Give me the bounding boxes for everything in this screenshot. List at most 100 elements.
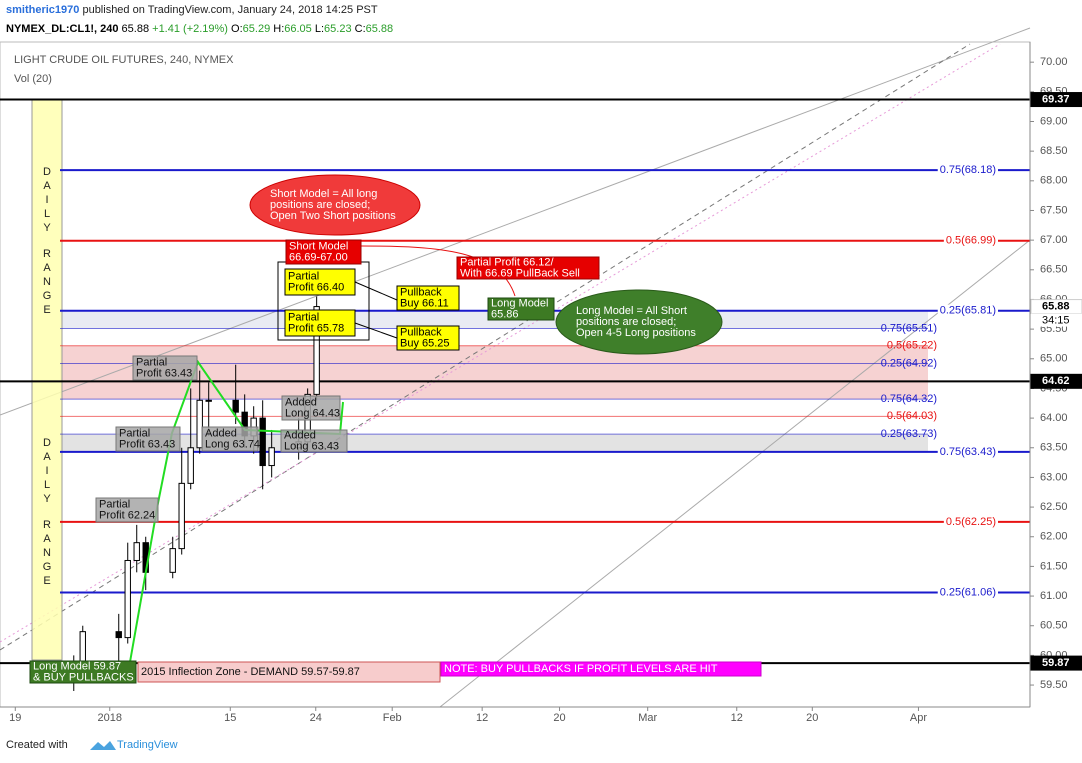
y-tick-label: 62.50: [1040, 501, 1068, 513]
annotation: Partial Profit 63.43: [136, 356, 192, 379]
label-bg: [943, 234, 998, 247]
annotation: NOTE: BUY PULLBACKS IF PROFIT LEVELS ARE…: [444, 663, 718, 675]
annotation-line: positions are closed;: [576, 316, 676, 328]
range-letter: E: [43, 304, 50, 316]
fib-level-label: 0.75(68.18): [940, 164, 996, 176]
annotation-line: Partial: [99, 498, 130, 510]
annotation-shape: [284, 309, 356, 337]
annotation-line: Profit 63.43: [136, 367, 192, 379]
y-tick-label: 60.50: [1040, 620, 1068, 632]
x-tick-label: 12: [731, 712, 743, 724]
candle-body: [124, 559, 131, 639]
y-tick-label: 63.00: [1040, 471, 1068, 483]
chart-subtitle: Vol (20): [14, 73, 52, 85]
annotation-line: Partial: [136, 356, 167, 368]
candle-body: [133, 542, 140, 561]
range-letter: Y: [43, 222, 51, 234]
annotation-shape: [95, 497, 159, 523]
range-letter: L: [44, 479, 50, 491]
range-letter: I: [45, 194, 48, 206]
fib-level-label: 0.5(62.25): [946, 516, 996, 528]
annotation-shape: [396, 325, 460, 351]
range-letter: R: [43, 248, 51, 260]
annotation-line: 2015 Inflection Zone - DEMAND 59.57-59.8…: [141, 666, 360, 678]
annotation-line: Added: [285, 396, 317, 408]
ohlc-value: 65.88: [366, 23, 394, 35]
ohlc-label: H:: [273, 23, 284, 35]
annotation-line: Pullback: [400, 326, 442, 338]
y-tick-label: 61.00: [1040, 590, 1068, 602]
annotation: Long Model = All Short positions are clos…: [576, 305, 696, 339]
symbol-line: NYMEX_DL:CL1!, 240 65.88 +1.41 (+2.19%) …: [6, 23, 393, 35]
label-bg: [937, 164, 998, 177]
ohlc-label: C:: [355, 23, 366, 35]
candle-body: [196, 399, 203, 449]
annotation: Partial Profit 62.24: [99, 498, 155, 521]
range-letter: A: [43, 451, 51, 463]
fib-level-label: 0.25(63.73): [881, 428, 937, 440]
annotation-line: Open 4-5 Long positions: [576, 327, 696, 339]
x-tick-label: 15: [224, 712, 236, 724]
candle-body: [178, 482, 185, 550]
range-letter: I: [45, 465, 48, 477]
range-letter: G: [43, 561, 52, 573]
y-tick-label: 68.50: [1040, 145, 1068, 157]
annotation: Long Model 59.87 & BUY PULLBACKS: [33, 660, 134, 683]
annotation-shape: [396, 285, 460, 311]
range-letter: E: [43, 575, 50, 587]
annotation-line: & BUY PULLBACKS: [33, 671, 134, 683]
x-tick-label: 19: [9, 712, 21, 724]
brand-logo: [90, 741, 116, 750]
y-tick-label: 68.00: [1040, 175, 1068, 187]
channel-line: [439, 239, 1031, 708]
range-letter: A: [43, 180, 51, 192]
symbol: NYMEX_DL:CL1!, 240: [6, 23, 118, 35]
annotation-shape: [115, 426, 181, 452]
candle-body: [259, 417, 266, 467]
candle-body: [268, 447, 275, 467]
arrow: [360, 245, 516, 297]
range-letter: A: [43, 533, 51, 545]
fib-level-label: 0.25(61.06): [940, 586, 996, 598]
annotation-shape: [555, 289, 723, 355]
x-tick-label: 20: [806, 712, 818, 724]
annotation-shape: [201, 426, 259, 452]
annotation-line: Buy 66.11: [400, 297, 449, 309]
label-bg: [937, 445, 998, 458]
annotation: Added Long 64.43: [285, 396, 340, 419]
annotation-line: Long Model = All Short: [576, 305, 687, 317]
annotation-line: Long 63.43: [284, 440, 339, 452]
range-letter: L: [44, 208, 50, 220]
annotation-shape: [137, 661, 441, 683]
range-letter: D: [43, 437, 51, 449]
ohlc-label: L:: [315, 23, 324, 35]
annotation-line: With 66.69 PullBack Sell: [460, 267, 580, 279]
annotation-line: Pullback: [400, 286, 442, 298]
countdown: 34:15: [1042, 314, 1070, 326]
annotation-shape: [29, 660, 137, 684]
x-tick-label: 24: [310, 712, 322, 724]
annotation-line: positions are closed;: [270, 199, 370, 211]
y-tick-label: 63.50: [1040, 442, 1068, 454]
annotation-shape: [280, 429, 348, 453]
range-letter: A: [43, 262, 51, 274]
annotation-line: Long Model: [491, 297, 549, 309]
last-price: 65.88: [122, 23, 150, 35]
x-tick-label: Apr: [910, 712, 927, 724]
annotation-line: Open Two Short positions: [270, 210, 396, 222]
candle-body: [313, 306, 320, 395]
x-tick-label: 2018: [98, 712, 122, 724]
header-line: smitheric1970 published on TradingView.c…: [6, 4, 378, 16]
annotation-line: Long 63.74: [205, 438, 260, 450]
label-bg: [943, 515, 998, 528]
fib-level-label: 0.75(65.51): [881, 322, 937, 334]
annotation-line: Buy 65.25: [400, 337, 450, 349]
annotation: Partial Profit 65.78: [288, 311, 344, 334]
footer-brand: TradingView: [117, 739, 178, 751]
annotation-line: Partial: [288, 311, 319, 323]
